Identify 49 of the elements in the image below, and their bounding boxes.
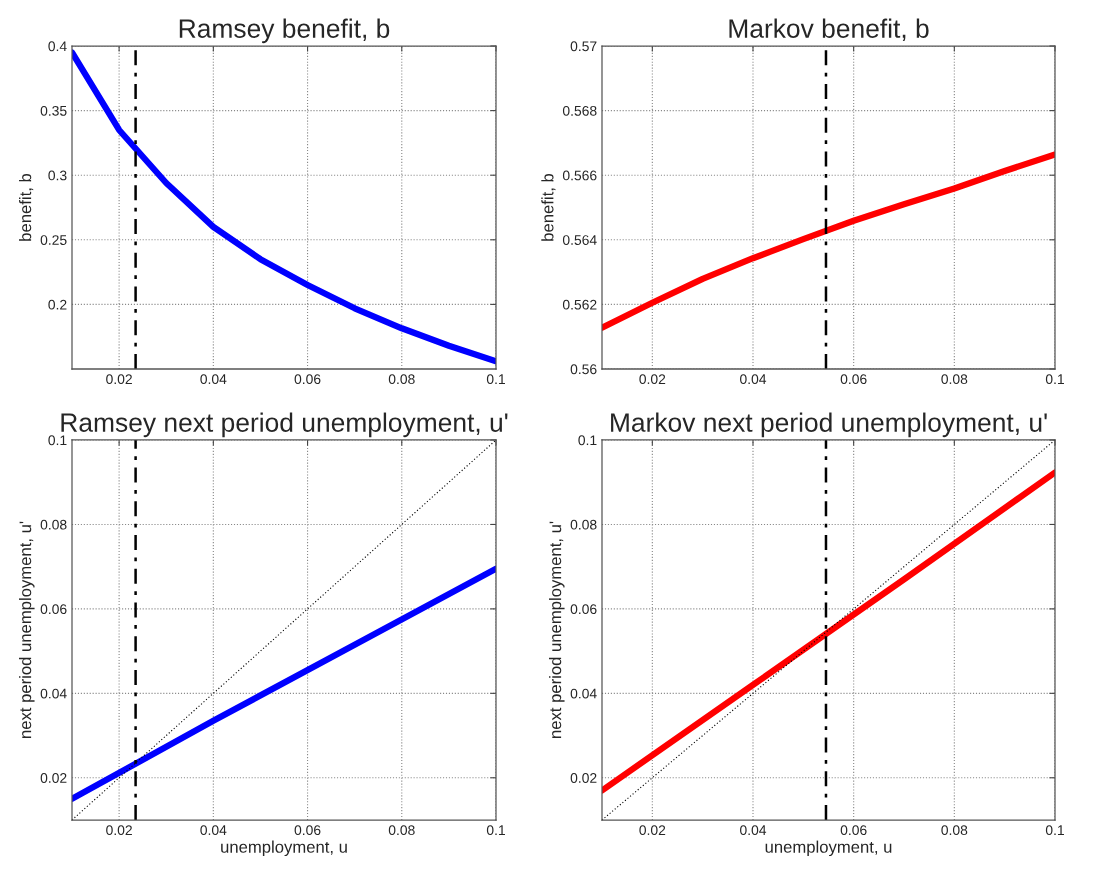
x-tick-label: 0.08	[388, 374, 415, 385]
x-tick-label: 0.08	[941, 374, 968, 385]
y-axis-title: next period unemployment, u'	[549, 521, 565, 738]
y-tick-label: 0.2	[48, 299, 67, 310]
y-tick-label: 0.56	[570, 364, 597, 375]
y-tick-label: 0.04	[570, 688, 597, 699]
y-axis-title: next period unemployment, u'	[19, 521, 35, 738]
x-tick-label: 0.08	[388, 825, 415, 836]
x-tick-label: 0.1	[1045, 825, 1064, 836]
x-tick-label: 0.04	[740, 374, 767, 385]
x-tick-label: 0.02	[639, 825, 666, 836]
y-tick-label: 0.04	[40, 688, 67, 699]
x-tick-label: 0.04	[200, 374, 227, 385]
y-tick-label: 0.568	[562, 105, 597, 116]
x-tick-label: 0.02	[106, 825, 132, 836]
y-tick-label: 0.06	[40, 604, 67, 615]
x-axis-title: unemployment, u	[221, 840, 347, 857]
x-tick-label: 0.08	[941, 825, 968, 836]
y-tick-label: 0.25	[40, 235, 67, 245]
y-tick-label: 0.1	[578, 435, 597, 446]
x-tick-label: 0.1	[486, 825, 505, 836]
x-tick-label: 0.06	[840, 825, 867, 836]
y-tick-label: 0.57	[570, 41, 597, 52]
x-tick-label: 0.1	[1045, 374, 1064, 385]
y-tick-label: 0.562	[562, 299, 597, 310]
y-tick-label: 0.06	[570, 604, 597, 615]
y-tick-label: 0.4	[48, 41, 67, 52]
x-axis-title: unemployment, u	[765, 840, 892, 857]
x-tick-label: 0.04	[740, 825, 767, 836]
chart-title: Markov benefit, b	[729, 18, 929, 42]
y-axis-title: benefit, b	[541, 173, 556, 241]
y-tick-label: 0.08	[570, 519, 597, 530]
x-tick-label: 0.04	[200, 825, 227, 836]
x-tick-label: 0.02	[106, 374, 132, 385]
y-tick-label: 0.08	[40, 519, 67, 530]
x-tick-label: 0.1	[486, 374, 505, 385]
chart-title: Ramsey benefit, b	[179, 18, 390, 44]
x-tick-label: 0.06	[840, 374, 867, 385]
y-tick-label: 0.3	[48, 170, 67, 181]
x-tick-label: 0.06	[294, 825, 321, 836]
y-axis-title: benefit, b	[19, 173, 34, 241]
y-tick-label: 0.02	[570, 773, 597, 783]
y-tick-label: 0.35	[40, 105, 67, 116]
x-tick-label: 0.02	[639, 374, 666, 385]
y-tick-label: 0.566	[562, 170, 597, 181]
chart-title: Markov next period unemployment, u'	[611, 412, 1047, 438]
x-tick-label: 0.06	[294, 374, 321, 385]
y-tick-label: 0.564	[562, 235, 597, 245]
y-tick-label: 0.02	[40, 773, 67, 783]
